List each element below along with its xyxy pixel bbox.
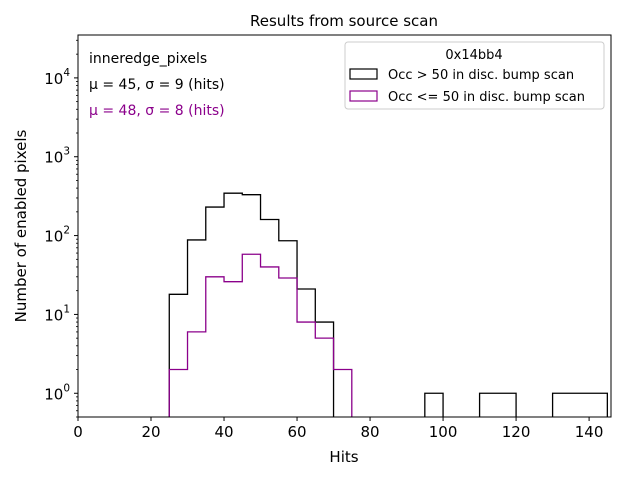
x-tick-label: 0 [73, 423, 83, 441]
histogram-step-run [551, 392, 608, 417]
axes-frame [77, 34, 612, 418]
legend-label-black: Occ > 50 in disc. bump scan [388, 68, 574, 83]
y-axis-label: Number of enabled pixels [12, 129, 30, 322]
histogram-step-run [168, 192, 335, 417]
stats-black-annotation: μ = 45, σ = 9 (hits) [89, 77, 225, 93]
series-layer [168, 192, 608, 417]
chart-title: Results from source scan [250, 12, 438, 30]
series-purple [168, 253, 353, 417]
legend-title: 0x14bb4 [445, 48, 502, 63]
legend-swatch-purple [349, 90, 378, 102]
x-tick-label: 100 [429, 423, 458, 441]
legend-label-purple: Occ <= 50 in disc. bump scan [388, 90, 585, 105]
series-black [168, 192, 608, 417]
x-axis-ticks: 0 20 40 60 80 100 120 140 [73, 417, 603, 441]
legend: 0x14bb4 Occ > 50 in disc. bump scan Occ … [344, 41, 605, 110]
stats-purple-annotation: μ = 48, σ = 8 (hits) [89, 103, 225, 119]
plot-area [77, 34, 612, 418]
legend-box [344, 41, 605, 110]
x-tick-label: 20 [141, 423, 160, 441]
x-tick-label: 80 [361, 423, 380, 441]
x-tick-label: 120 [502, 423, 531, 441]
histogram-step-run [424, 392, 444, 417]
x-tick-label: 140 [575, 423, 604, 441]
histogram-step-run [168, 253, 353, 417]
histogram-step-run [478, 392, 517, 417]
x-axis-label: Hits [329, 448, 358, 466]
x-tick-label: 40 [214, 423, 233, 441]
legend-swatch-black [349, 68, 378, 80]
x-tick-label: 60 [287, 423, 306, 441]
module-name-annotation: inneredge_pixels [89, 51, 207, 67]
